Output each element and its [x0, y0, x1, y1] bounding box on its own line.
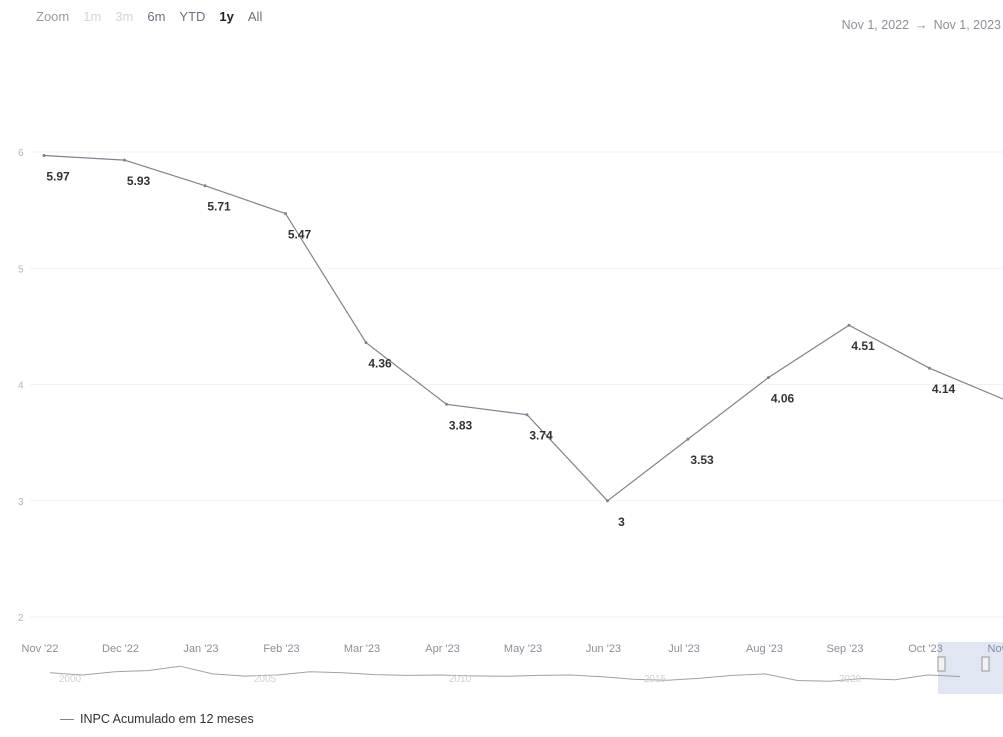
data-label: 5.97 — [46, 169, 70, 183]
data-point — [606, 499, 609, 503]
navigator-selection — [938, 642, 1003, 694]
series-line-path — [43, 154, 1003, 502]
navigator-year-label: 2010 — [449, 674, 472, 685]
legend-label: INPC Acumulado em 12 meses — [80, 712, 254, 726]
x-tick-label: Oct '23 — [908, 643, 943, 655]
navigator-year-label: 2015 — [644, 674, 667, 685]
y-tick-label: 6 — [18, 148, 24, 159]
x-tick-label: Apr '23 — [425, 643, 460, 655]
navigator-left-handle — [937, 656, 946, 672]
navigator[interactable]: 2000 2005 2010 2015 2020 — [49, 642, 1003, 694]
data-label: 3 — [618, 515, 625, 529]
data-point — [284, 212, 287, 216]
data-label: 4.36 — [368, 357, 392, 371]
navigator-year-label: 2000 — [59, 674, 82, 685]
x-tick-label: Jan '23 — [183, 643, 218, 655]
data-point — [525, 413, 529, 417]
x-tick-label: Aug '23 — [746, 643, 783, 655]
data-label: 3.83 — [449, 418, 473, 432]
data-point — [928, 366, 931, 370]
zoom-3m-button[interactable]: 3m — [115, 9, 134, 24]
legend-line-swatch — [60, 718, 74, 720]
y-axis: 2 3 4 5 6 — [18, 148, 24, 624]
range-to-input[interactable]: Nov 1, 2023 — [933, 18, 1001, 32]
navigator-year-label: 2020 — [839, 674, 862, 685]
legend[interactable]: INPC Acumulado em 12 meses — [60, 712, 254, 726]
navigator-year-label: 2005 — [254, 674, 277, 685]
y-tick-label: 3 — [18, 497, 24, 508]
y-tick-label: 5 — [18, 264, 24, 275]
data-point — [847, 323, 851, 327]
zoom-all-button[interactable]: All — [247, 9, 263, 24]
x-tick-label: Nov '22 — [22, 643, 59, 655]
data-label: 4.51 — [851, 339, 875, 353]
data-label: 4.14 — [932, 382, 956, 396]
data-label: 4.06 — [771, 392, 795, 406]
zoom-1m-button[interactable]: 1m — [83, 9, 102, 24]
x-tick-label: Jul '23 — [668, 643, 699, 655]
data-label: 3.74 — [529, 429, 553, 443]
x-tick-label: Jun '23 — [586, 643, 621, 655]
zoom-selector: Zoom 1m 3m 6m YTD 1y All — [36, 9, 262, 24]
zoom-ytd-button[interactable]: YTD — [179, 9, 206, 24]
zoom-6m-button[interactable]: 6m — [147, 9, 166, 24]
x-tick-label: May '23 — [504, 643, 542, 655]
data-point — [203, 184, 207, 188]
data-label: 5.71 — [207, 200, 231, 214]
plot-area: 2 3 4 5 6 Nov '22 Dec '22 Jan '23 Feb '23 Mar '2… — [18, 148, 1003, 694]
x-tick-label: Sep '23 — [827, 643, 864, 655]
x-axis: Nov '22 Dec '22 Jan '23 Feb '23 Mar '23 Apr '… — [22, 643, 1003, 655]
data-point — [686, 437, 690, 441]
data-labels: 5.97 5.93 5.71 5.47 4.36 3.83 3.74 3 3.53 4.06 4.5… — [46, 169, 956, 529]
navigator-series — [49, 665, 961, 682]
zoom-label: Zoom — [36, 9, 70, 24]
zoom-1y-button[interactable]: 1y — [219, 9, 234, 24]
y-tick-label: 2 — [18, 613, 24, 624]
range-arrow: → — [915, 18, 928, 32]
x-tick-label: Feb '23 — [263, 643, 299, 655]
data-point — [767, 376, 770, 380]
data-label: 5.93 — [127, 174, 151, 188]
gridlines — [30, 151, 1003, 618]
range-from-input[interactable]: Nov 1, 2022 — [841, 18, 910, 32]
data-point — [42, 153, 46, 157]
series-line — [43, 154, 1003, 502]
x-tick-label: Dec '22 — [102, 643, 139, 655]
data-point — [123, 158, 126, 162]
data-label: 3.53 — [690, 453, 714, 467]
y-tick-label: 4 — [18, 381, 24, 392]
data-point — [364, 341, 368, 345]
navigator-right-handle — [981, 656, 990, 672]
date-range: Nov 1, 2022 → Nov 1, 2023 — [842, 18, 1001, 32]
x-tick-label: Mar '23 — [344, 643, 380, 655]
data-points — [42, 153, 931, 503]
data-label: 5.47 — [288, 228, 312, 242]
data-point — [445, 402, 448, 406]
x-tick-label: Nov '23 — [988, 643, 1003, 655]
